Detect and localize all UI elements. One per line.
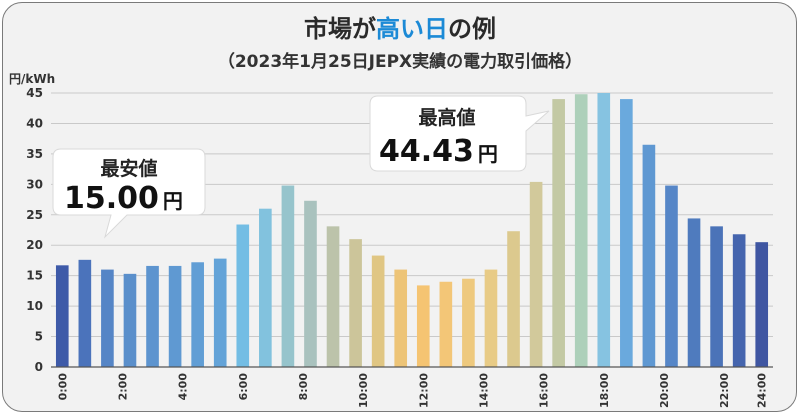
bar [416,285,430,367]
bar [574,94,588,368]
bar [146,265,159,367]
x-tick-label: 12:00 [417,373,430,408]
y-tick-label: 45 [26,86,43,100]
y-tick-label: 25 [26,208,43,222]
bar [213,258,227,367]
callout-highest-value-text: 44.43 円 [379,134,498,169]
title-part-1: 市場が [304,15,376,43]
bar [597,93,611,367]
y-tick-label: 20 [26,238,43,252]
bar [236,224,250,367]
y-tick-labels: 0 5 10 15 20 25 30 35 40 45 [26,86,43,374]
title-part-highlight: 高い日 [376,15,448,43]
bar [281,185,295,367]
bar [349,239,362,367]
y-tick-label: 40 [26,116,43,130]
price-bar-chart: 市場が高い日の例 （2023年1月25日JEPX実績の電力取引価格） 円/kWh… [9,15,773,408]
bar [439,281,453,367]
x-tick-label: 4:00 [177,373,190,401]
y-tick-label: 5 [35,330,43,344]
bar [304,200,317,367]
callout-lowest-price: 最安値 15.00 円 [52,148,206,239]
x-tick-label: 14:00 [477,373,490,408]
bar [507,231,520,367]
bar [123,273,137,367]
bar [78,259,92,367]
x-tick-label: 0:00 [56,373,69,401]
callout-highest-unit: 円 [478,142,498,166]
x-tick-label: 24:00 [756,373,769,408]
y-tick-label: 15 [26,269,43,283]
bar [642,144,656,367]
callout-highest-value: 44.43 [379,134,474,169]
x-tick-label: 2:00 [116,373,129,401]
callout-highest-label: 最高値 [418,106,475,129]
bar [55,265,69,367]
bar [552,99,565,367]
bar [462,278,475,367]
title-part-3: の例 [448,15,496,43]
bar [732,234,746,367]
bar [710,226,723,367]
bar [326,226,340,367]
bar [259,208,272,367]
y-tick-label: 10 [26,299,43,313]
bar [191,262,204,367]
chart-subtitle: （2023年1月25日JEPX実績の電力取引価格） [218,51,582,72]
callout-lowest-value: 15.00 [64,181,159,216]
callout-lowest-label: 最安値 [100,157,157,180]
x-tick-label: 16:00 [538,373,551,408]
bar [529,181,543,367]
bar [371,255,385,367]
y-tick-label: 0 [35,360,43,374]
bar [687,218,701,367]
bar [168,265,182,367]
bar [101,269,114,367]
x-tick-label: 18:00 [598,373,611,408]
y-axis-unit-label: 円/kWh [9,72,55,86]
x-tick-labels: 0:00 2:00 4:00 6:00 8:00 10:00 12:00 14:00 16:00… [56,373,768,408]
chart-title: 市場が高い日の例 [304,15,496,43]
y-tick-label: 30 [26,177,43,191]
bar [755,242,769,367]
callout-lowest-value-text: 15.00 円 [64,181,183,216]
bar [484,269,498,367]
bar [620,99,633,367]
chart-card: 市場が高い日の例 （2023年1月25日JEPX実績の電力取引価格） 円/kWh… [2,2,797,412]
x-tick-label: 6:00 [237,373,250,401]
x-tick-label: 10:00 [357,373,370,408]
x-tick-label: 8:00 [297,373,310,401]
x-tick-label: 20:00 [658,373,671,408]
callout-lowest-unit: 円 [163,189,183,213]
x-tick-label: 22:00 [718,373,731,408]
callout-highest-price: 最高値 44.43 円 [369,95,550,172]
callout-highest-box [369,95,550,172]
bars [55,93,769,368]
bar [665,185,678,367]
y-tick-label: 35 [26,147,43,161]
callout-lowest-box [52,148,206,239]
bar [394,269,408,367]
